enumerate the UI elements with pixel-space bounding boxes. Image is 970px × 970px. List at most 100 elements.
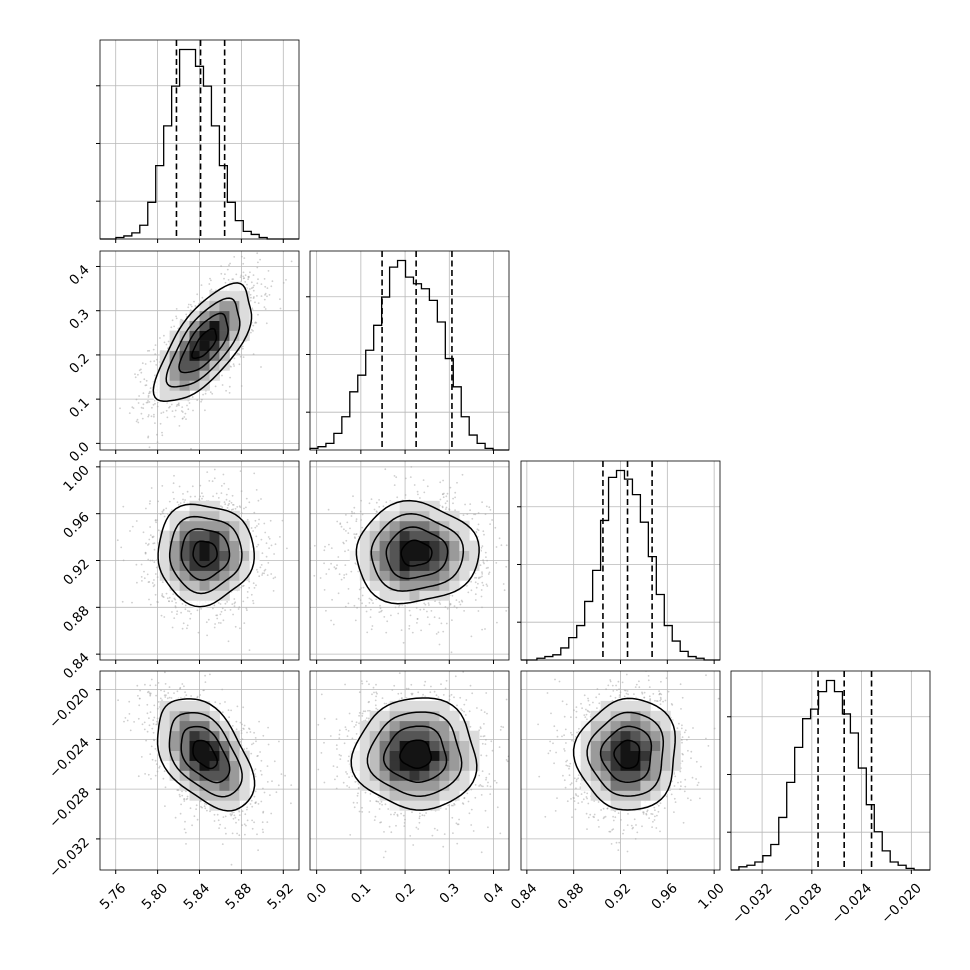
- scatter-point: [347, 602, 350, 605]
- scatter-point: [264, 568, 267, 571]
- scatter-point: [154, 353, 157, 355]
- scatter-point: [426, 485, 429, 488]
- scatter-point: [323, 549, 326, 552]
- scatter-point: [242, 584, 245, 587]
- scatter-point: [233, 605, 236, 607]
- scatter-point: [260, 498, 262, 500]
- scatter-point: [375, 501, 378, 504]
- scatter-point: [495, 562, 498, 564]
- density-block: [469, 560, 480, 571]
- density-block: [379, 540, 390, 551]
- scatter-point: [173, 497, 175, 500]
- scatter-point: [119, 407, 121, 410]
- density-block: [459, 530, 470, 541]
- density-block: [219, 340, 230, 351]
- panel-frame: [309, 250, 510, 451]
- scatter-point: [168, 596, 171, 599]
- scatter-point: [485, 505, 488, 508]
- density-block: [189, 530, 200, 541]
- scatter-point: [222, 619, 225, 622]
- scatter-point: [208, 283, 211, 285]
- scatter-point: [241, 345, 244, 348]
- density-block: [169, 510, 180, 522]
- scatter-point: [259, 566, 262, 569]
- scatter-point: [256, 568, 258, 571]
- density-block: [239, 550, 250, 561]
- scatter-point: [239, 355, 242, 358]
- scatter-point: [426, 610, 428, 613]
- scatter-point: [439, 498, 442, 501]
- density-block: [179, 360, 190, 371]
- scatter-point: [181, 411, 184, 413]
- scatter-point: [175, 405, 178, 407]
- scatter-point: [359, 510, 362, 513]
- scatter-point: [478, 577, 480, 580]
- density-block: [179, 590, 190, 601]
- density-block: [179, 520, 190, 532]
- scatter-point: [404, 477, 407, 480]
- scatter-point: [267, 562, 270, 564]
- scatter-point: [155, 662, 157, 664]
- scatter-point: [470, 635, 473, 638]
- scatter-point: [122, 505, 125, 508]
- scatter-point: [145, 542, 147, 545]
- marginal-panel-2: [306, 250, 510, 451]
- scatter-point: [165, 507, 168, 510]
- scatter-point: [197, 631, 200, 634]
- density-block: [469, 550, 480, 561]
- scatter-point: [211, 480, 214, 483]
- scatter-point: [257, 499, 260, 502]
- scatter-point: [200, 607, 203, 610]
- density-block: [209, 530, 220, 541]
- scatter-point: [454, 496, 456, 499]
- density-block: [169, 390, 180, 401]
- scatter-point: [250, 331, 252, 334]
- density-block: [189, 550, 200, 561]
- density-block: [399, 580, 410, 591]
- scatter-point: [257, 543, 260, 546]
- scatter-point: [416, 490, 419, 493]
- scatter-point: [242, 600, 245, 603]
- scatter-point: [444, 502, 447, 505]
- contour-line: [165, 297, 241, 388]
- scatter-point: [353, 512, 356, 515]
- scatter-point: [190, 612, 192, 615]
- pair-panel-2-3: [309, 460, 530, 661]
- scatter-point: [477, 529, 480, 532]
- scatter-point: [131, 525, 134, 528]
- scatter-point: [154, 422, 156, 424]
- scatter-point: [145, 507, 147, 510]
- scatter-point: [213, 468, 216, 471]
- density-block: [169, 570, 180, 581]
- scatter-point: [488, 506, 491, 509]
- scatter-point: [202, 393, 205, 396]
- scatter-point: [252, 289, 255, 292]
- scatter-point: [323, 562, 325, 565]
- scatter-point: [165, 409, 168, 412]
- scatter-point: [357, 597, 360, 600]
- scatter-point: [409, 614, 412, 617]
- density-block: [219, 570, 230, 581]
- scatter-point: [369, 616, 372, 619]
- density-block: [229, 570, 240, 581]
- scatter-point: [319, 577, 322, 579]
- density-block: [219, 520, 230, 532]
- scatter-point: [135, 420, 138, 423]
- scatter-point: [286, 547, 288, 550]
- scatter-point: [230, 501, 233, 504]
- scatter-point: [345, 539, 348, 542]
- scatter-point: [162, 595, 164, 598]
- scatter-point: [176, 610, 179, 613]
- density-block: [369, 520, 380, 532]
- scatter-point: [201, 492, 203, 495]
- scatter-point: [528, 541, 530, 543]
- scatter-point: [223, 277, 225, 280]
- scatter-point: [116, 539, 119, 542]
- scatter-point: [441, 505, 444, 508]
- density-block: [199, 520, 210, 532]
- density-block: [389, 570, 400, 581]
- scatter-point: [194, 495, 197, 498]
- scatter-point: [479, 576, 482, 579]
- scatter-point: [487, 573, 490, 575]
- scatter-point: [147, 396, 150, 398]
